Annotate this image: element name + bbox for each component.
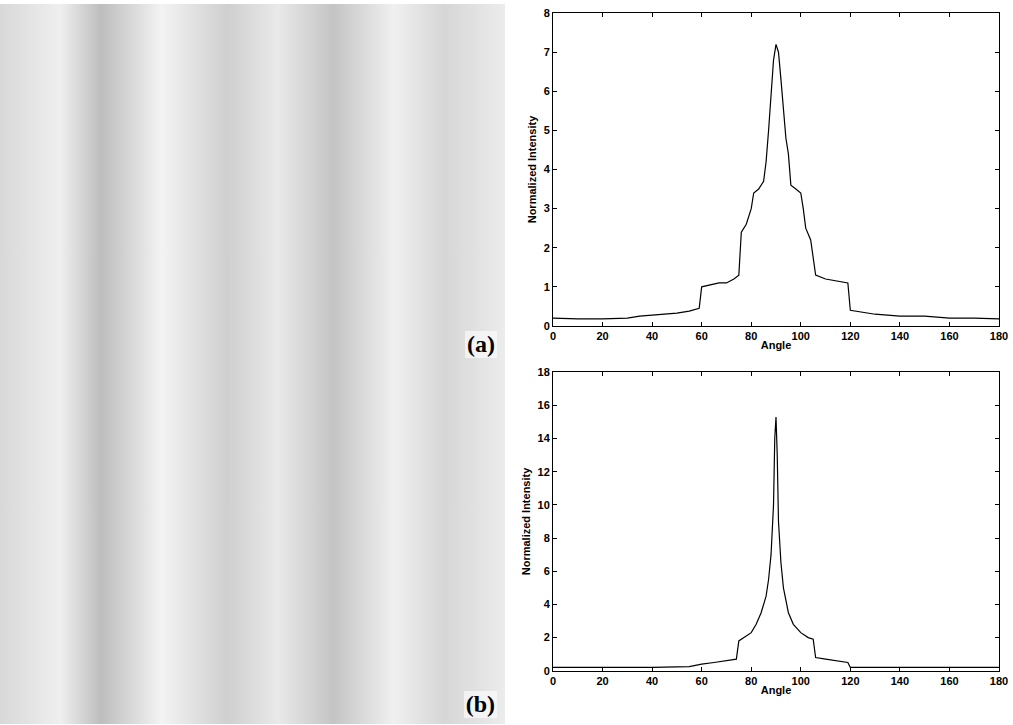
svg-text:140: 140 (891, 330, 909, 342)
svg-text:100: 100 (792, 330, 810, 342)
svg-text:10: 10 (538, 499, 550, 511)
svg-text:2: 2 (544, 242, 550, 254)
svg-text:180: 180 (990, 330, 1008, 342)
svg-text:140: 140 (891, 675, 909, 687)
svg-text:100: 100 (792, 675, 810, 687)
svg-text:8: 8 (544, 7, 550, 19)
svg-text:60: 60 (696, 675, 708, 687)
svg-text:2: 2 (544, 631, 550, 643)
svg-text:Angle: Angle (761, 339, 792, 351)
svg-text:8: 8 (544, 532, 550, 544)
svg-text:20: 20 (596, 675, 608, 687)
svg-text:120: 120 (841, 330, 859, 342)
svg-text:Normalized Intensity: Normalized Intensity (526, 115, 538, 223)
svg-text:14: 14 (538, 432, 551, 444)
svg-text:120: 120 (841, 675, 859, 687)
svg-text:18: 18 (538, 366, 550, 378)
svg-text:6: 6 (544, 85, 550, 97)
svg-text:0: 0 (544, 320, 550, 332)
svg-text:180: 180 (990, 675, 1008, 687)
svg-text:3: 3 (544, 202, 550, 214)
svg-text:0: 0 (550, 330, 556, 342)
svg-text:0: 0 (550, 675, 556, 687)
svg-text:0: 0 (544, 665, 550, 677)
html-text:(a): (a) (467, 331, 495, 357)
svg-text:6: 6 (544, 565, 550, 577)
svg-text:7: 7 (544, 46, 550, 58)
svg-text:160: 160 (940, 330, 958, 342)
svg-text:40: 40 (646, 330, 658, 342)
svg-text:40: 40 (646, 675, 658, 687)
svg-text:20: 20 (596, 330, 608, 342)
svg-text:1: 1 (544, 281, 550, 293)
svg-text:80: 80 (745, 675, 757, 687)
svg-text:Angle: Angle (761, 684, 792, 696)
svg-text:4: 4 (544, 598, 551, 610)
svg-text:16: 16 (538, 399, 550, 411)
svg-text:5: 5 (544, 124, 550, 136)
svg-text:80: 80 (745, 330, 757, 342)
svg-text:Normalized Intensity: Normalized Intensity (520, 467, 532, 575)
svg-text:12: 12 (538, 466, 550, 478)
svg-text:60: 60 (696, 330, 708, 342)
html-text:(b): (b) (465, 691, 495, 717)
svg-text:4: 4 (544, 163, 551, 175)
svg-text:160: 160 (940, 675, 958, 687)
